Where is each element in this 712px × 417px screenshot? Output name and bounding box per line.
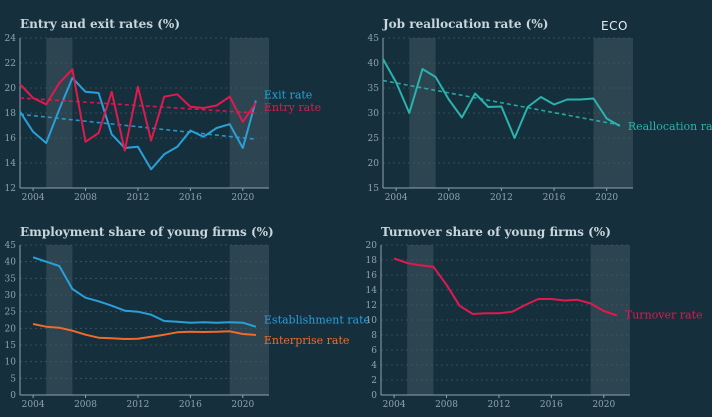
- x-tick-label: 2008: [437, 193, 460, 203]
- chart-turnover-share: Turnover share of young firms (%) 0 2 4 6 8 10…: [366, 225, 703, 410]
- series-label: Enterprise rate: [264, 334, 350, 347]
- y-tick-label: 30: [5, 291, 17, 301]
- shaded-period: [46, 245, 73, 395]
- y-tick-label: 24: [5, 34, 17, 44]
- y-tick-label: 18: [5, 109, 17, 119]
- x-tick-label: 2008: [74, 193, 97, 203]
- y-tick-label: 45: [368, 34, 380, 44]
- y-tick-label: 14: [5, 159, 17, 169]
- y-tick-label: 0: [371, 391, 377, 401]
- x-tick-label: 2020: [231, 400, 254, 410]
- chart-title: Entry and exit rates (%): [20, 17, 180, 31]
- x-tick-label: 2012: [487, 400, 510, 410]
- series-label: Turnover rate: [625, 309, 703, 322]
- y-tick-label: 40: [5, 258, 17, 268]
- y-tick-label: 6: [371, 346, 377, 356]
- y-tick-label: 4: [371, 361, 377, 371]
- x-tick-label: 2012: [126, 193, 149, 203]
- x-tick-label: 2008: [435, 400, 458, 410]
- y-tick-label: 20: [5, 84, 17, 94]
- y-tick-label: 0: [10, 391, 16, 401]
- y-tick-label: 14: [366, 286, 378, 296]
- y-tick-label: 2: [371, 376, 377, 386]
- series-line-turnover-rate: [393, 257, 618, 317]
- x-tick-label: 2016: [179, 193, 202, 203]
- x-tick-label: 2004: [22, 400, 45, 410]
- y-tick-label: 35: [5, 274, 17, 284]
- chart-title: Job reallocation rate (%): [382, 17, 548, 31]
- y-tick-label: 16: [5, 134, 17, 144]
- trend-line-entry-rate: [19, 97, 256, 114]
- x-tick-label: 2020: [231, 193, 254, 203]
- y-tick-label: 30: [368, 109, 380, 119]
- series-label: Entry rate: [264, 101, 321, 114]
- x-tick-label: 2008: [74, 400, 97, 410]
- y-tick-label: 40: [368, 59, 380, 69]
- y-tick-label: 15: [368, 184, 380, 194]
- x-tick-label: 2016: [179, 400, 202, 410]
- y-tick-label: 8: [371, 331, 377, 341]
- series-label: Establishment rate: [264, 314, 370, 327]
- x-tick-label: 2016: [543, 193, 566, 203]
- y-tick-label: 16: [366, 271, 378, 281]
- shaded-period: [229, 245, 269, 395]
- y-tick-label: 18: [366, 256, 378, 266]
- y-tick-label: 20: [5, 324, 17, 334]
- y-tick-label: 22: [5, 59, 16, 69]
- y-tick-label: 35: [368, 84, 380, 94]
- series-label: Reallocation rate: [628, 120, 712, 133]
- y-tick-label: 25: [368, 134, 380, 144]
- x-tick-label: 2020: [592, 400, 615, 410]
- chart-job-reallocation: Job reallocation rate (%) 15 20 25 30 35 40 45 2…: [368, 17, 712, 203]
- x-tick-label: 2004: [22, 193, 45, 203]
- y-tick-label: 12: [366, 301, 377, 311]
- chart-employment-share: Employment share of young firms (%) 0 5 10 1…: [5, 225, 371, 410]
- series-line-establishment-rate: [32, 256, 257, 328]
- series-line-reallocation-rate: [382, 58, 621, 139]
- x-tick-label: 2012: [490, 193, 513, 203]
- series-label: Exit rate: [264, 89, 312, 102]
- eco-logo: ECO: [601, 19, 628, 33]
- y-tick-label: 15: [5, 341, 17, 351]
- x-tick-label: 2004: [385, 193, 408, 203]
- y-tick-label: 20: [368, 159, 380, 169]
- trend-line-reallocation-rate: [382, 79, 620, 126]
- y-tick-label: 20: [366, 241, 378, 251]
- chart-title: Turnover share of young firms (%): [381, 225, 611, 239]
- y-tick-label: 5: [10, 374, 16, 384]
- series-line-exit-rate: [19, 77, 257, 171]
- x-tick-label: 2012: [126, 400, 149, 410]
- x-tick-label: 2016: [540, 400, 563, 410]
- y-tick-label: 45: [5, 241, 17, 251]
- x-tick-label: 2020: [595, 193, 618, 203]
- series-line-entry-rate: [19, 68, 257, 152]
- chart-entry-exit: Entry and exit rates (%) 12 14 16 18 20 22 24 20…: [5, 17, 322, 203]
- chart-title: Employment share of young firms (%): [20, 225, 274, 239]
- trend-line-exit-rate: [19, 113, 256, 141]
- y-tick-label: 10: [5, 358, 17, 368]
- x-tick-label: 2004: [383, 400, 406, 410]
- series-line-enterprise-rate: [32, 323, 256, 340]
- y-tick-label: 25: [5, 308, 17, 318]
- y-tick-label: 10: [366, 316, 378, 326]
- y-tick-label: 12: [5, 184, 16, 194]
